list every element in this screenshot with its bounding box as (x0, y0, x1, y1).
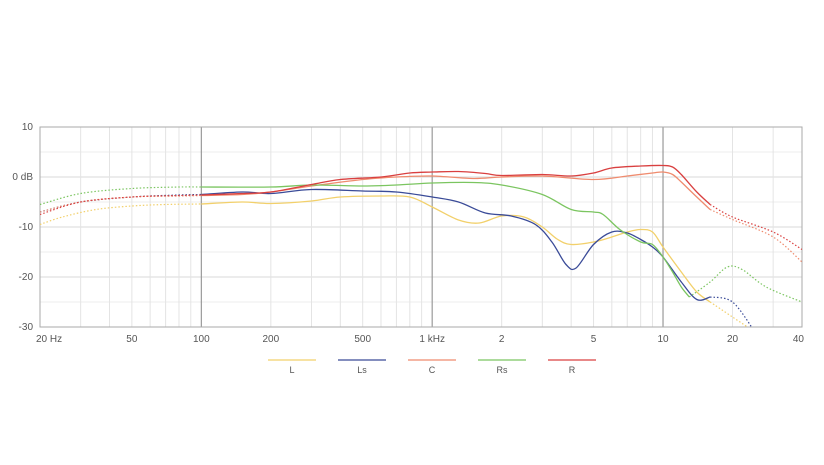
series-r-line-high (709, 203, 802, 251)
y-tick-label: 10 (22, 122, 34, 133)
legend: L Ls C Rs R (268, 359, 596, 375)
x-tick-label: 200 (262, 334, 279, 345)
x-tick-label: 100 (193, 334, 210, 345)
x-tick-label: 20 (727, 334, 739, 345)
legend-label-ls: Ls (357, 365, 367, 375)
y-tick-label: 0 dB (12, 172, 33, 183)
plot-border (39, 126, 803, 328)
legend-label-c: C (429, 365, 436, 375)
series-r-line (201, 164, 711, 205)
y-tick-label: -10 (19, 222, 34, 233)
x-tick-label: 500 (354, 334, 371, 345)
series-lines (40, 164, 802, 327)
x-tick-label: 2 (499, 334, 505, 345)
series-c-line (201, 171, 711, 210)
series-l-line-low (40, 203, 202, 226)
x-tick-label: 20 Hz (36, 334, 62, 345)
x-tick-label: 1 kHz (419, 334, 445, 345)
legend-label-l: L (289, 365, 294, 375)
series-ls-line (201, 188, 711, 301)
series-rs-line (201, 181, 690, 298)
series-c-line-high (709, 208, 802, 263)
grid (40, 126, 802, 328)
series-r-line-low (40, 194, 202, 216)
x-tick-label: 10 (657, 334, 669, 345)
series-rs-line-high (688, 265, 802, 303)
y-tick-label: -30 (19, 322, 34, 333)
legend-label-rs: Rs (497, 365, 508, 375)
x-tick-label: 50 (126, 334, 138, 345)
series-c-line-low (40, 194, 202, 213)
y-tick-label: -20 (19, 272, 34, 283)
series-l-line (201, 195, 711, 303)
x-tick-label: 40 (793, 334, 805, 345)
x-tick-label: 5 (591, 334, 597, 345)
legend-label-r: R (569, 365, 576, 375)
